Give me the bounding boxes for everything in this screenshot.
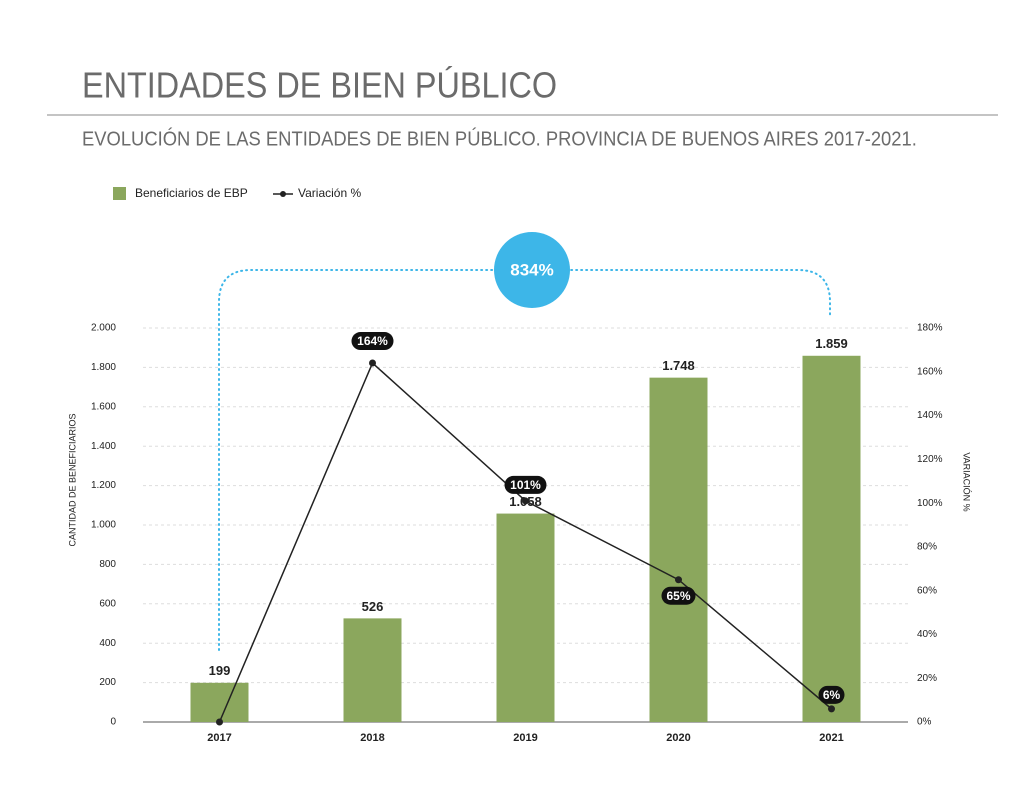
- y-tick-label: 1.400: [91, 441, 116, 452]
- y2-tick-label: 20%: [917, 673, 937, 684]
- y2-tick-label: 140%: [917, 410, 943, 421]
- legend-label: Beneficiarios de EBP: [135, 186, 248, 200]
- y2-tick-label: 60%: [917, 585, 937, 596]
- chart-subtitle: EVOLUCIÓN DE LAS ENTIDADES DE BIEN PÚBLI…: [82, 128, 917, 151]
- bar-value-label: 199: [209, 663, 231, 678]
- y-tick-label: 600: [99, 598, 116, 609]
- y-tick-label: 2.000: [91, 323, 116, 334]
- line-label-bg: [661, 586, 696, 605]
- line-label-bg: [504, 475, 547, 494]
- line-value-label: 65%: [666, 589, 690, 603]
- y-tick-label: 1.200: [91, 480, 116, 491]
- line-label-bg: [818, 685, 845, 704]
- y2-tick-label: 80%: [917, 542, 937, 553]
- x-tick-label: 2018: [360, 732, 384, 744]
- y2-tick-label: 180%: [917, 323, 943, 334]
- line-point: [522, 497, 529, 505]
- y-tick-label: 1.600: [91, 401, 116, 412]
- y-tick-label: 0: [110, 717, 116, 728]
- x-tick-label: 2019: [513, 732, 537, 744]
- y2-tick-label: 100%: [917, 498, 943, 509]
- y2-tick-label: 120%: [917, 454, 943, 465]
- line-point: [675, 576, 682, 584]
- y-tick-label: 1.800: [91, 362, 116, 373]
- x-tick-label: 2020: [666, 732, 690, 744]
- y-tick-label: 1.000: [91, 520, 116, 531]
- legend-swatch: [113, 187, 126, 200]
- y2-tick-label: 0%: [917, 717, 932, 728]
- legend-marker: [280, 191, 286, 197]
- line-value-label: 6%: [823, 688, 841, 702]
- y-tick-label: 800: [99, 559, 116, 570]
- line-point: [369, 359, 376, 367]
- annotation-text: 834%: [510, 260, 553, 279]
- x-tick-label: 2017: [207, 732, 231, 744]
- line-point: [216, 718, 223, 726]
- line-label-bg: [351, 332, 394, 351]
- bar: [343, 618, 402, 722]
- y2-tick-label: 40%: [917, 629, 937, 640]
- y2-tick-label: 160%: [917, 366, 943, 377]
- bar: [496, 513, 555, 722]
- bar: [802, 355, 861, 722]
- bar: [190, 682, 249, 722]
- chart-title: ENTIDADES DE BIEN PÚBLICO: [82, 65, 557, 106]
- annotation-bracket: [218, 269, 831, 651]
- y-axis-title: CANTIDAD DE BENEFICIARIOS: [67, 413, 77, 546]
- x-tick-label: 2021: [819, 732, 843, 744]
- bar-value-label: 526: [362, 599, 384, 614]
- legend-label: Variación %: [298, 186, 361, 200]
- y2-axis-title: VARIACIÓN %: [962, 452, 972, 511]
- line-point: [828, 705, 835, 713]
- bar-value-label: 1.859: [815, 336, 848, 351]
- bar-value-label: 1.748: [662, 358, 695, 373]
- y-tick-label: 400: [99, 638, 116, 649]
- y-tick-label: 200: [99, 677, 116, 688]
- line-value-label: 101%: [510, 478, 541, 492]
- line-value-label: 164%: [357, 334, 388, 348]
- bar: [649, 377, 708, 722]
- annotation-circle: [494, 232, 570, 308]
